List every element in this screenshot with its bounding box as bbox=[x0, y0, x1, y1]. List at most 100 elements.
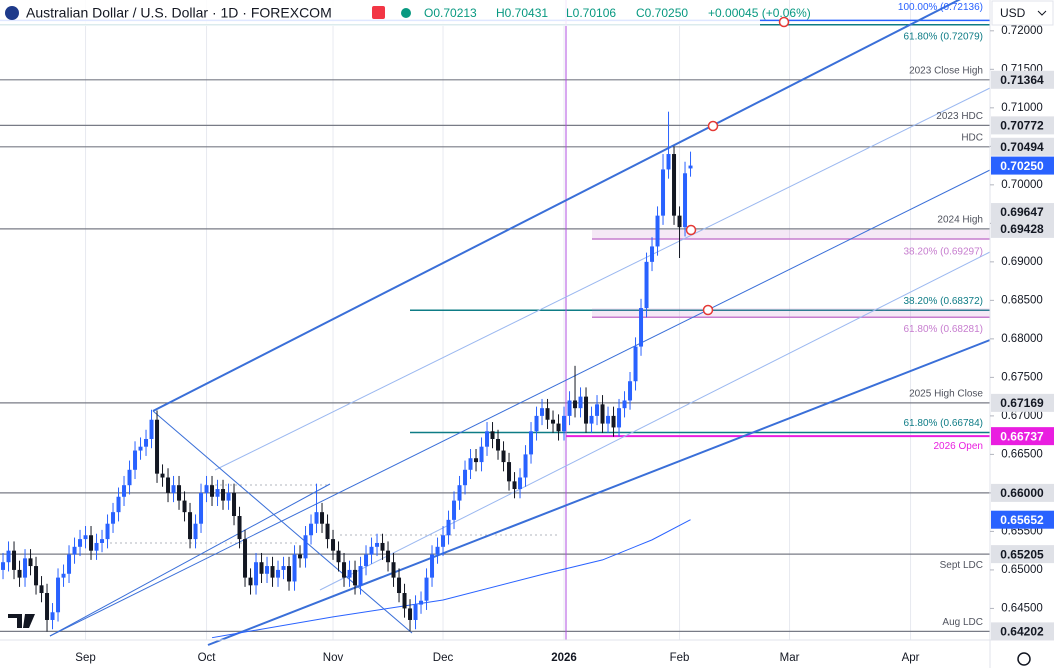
level-name: 61.80% (0.72079) bbox=[903, 31, 983, 42]
candle-body bbox=[61, 573, 66, 578]
candle-body bbox=[45, 593, 50, 620]
price-box bbox=[991, 116, 1054, 135]
candle-body bbox=[584, 396, 589, 424]
level-name: 61.80% (0.66784) bbox=[903, 418, 983, 429]
fib-band bbox=[592, 308, 990, 318]
x-tick-label: Sep bbox=[75, 652, 95, 664]
candle-body bbox=[347, 569, 352, 578]
candle-body bbox=[182, 500, 187, 513]
open-text: O0.70213 bbox=[424, 6, 477, 20]
settings-icon[interactable] bbox=[1017, 652, 1031, 666]
candle-body bbox=[479, 446, 484, 463]
channel-upper bbox=[152, 0, 961, 412]
price-box bbox=[991, 203, 1054, 222]
level-name: 38.20% (0.68372) bbox=[903, 296, 983, 307]
candle-body bbox=[364, 554, 369, 567]
price-box bbox=[991, 510, 1054, 529]
candle-body bbox=[644, 261, 649, 309]
candle-body bbox=[287, 566, 292, 582]
candle-body bbox=[441, 535, 446, 547]
price-box-label: 0.71364 bbox=[1000, 73, 1044, 87]
candle-body bbox=[127, 469, 132, 486]
level-name: 100.00% (0.72136) bbox=[898, 2, 983, 13]
candle-body bbox=[419, 600, 424, 605]
currency-button[interactable] bbox=[991, 0, 1054, 26]
candle-body bbox=[144, 438, 149, 447]
candle-body bbox=[89, 535, 94, 551]
price-box-label: 0.69428 bbox=[1000, 222, 1044, 236]
candle-body bbox=[56, 577, 61, 613]
candle-body bbox=[540, 408, 545, 416]
candle-body bbox=[83, 535, 88, 540]
level-name: 61.80% (0.68281) bbox=[903, 324, 983, 335]
y-tick-label: 0.70000 bbox=[1001, 179, 1043, 191]
currency[interactable]: USD bbox=[1000, 6, 1026, 20]
candle-body bbox=[1, 562, 6, 570]
candle-body bbox=[551, 419, 556, 424]
candle-body bbox=[298, 554, 303, 559]
candle-body bbox=[105, 523, 110, 540]
price-box bbox=[991, 393, 1054, 412]
x-tick-label: Dec bbox=[433, 652, 454, 664]
candle-body bbox=[369, 546, 374, 555]
x-tick-label: Apr bbox=[902, 652, 920, 664]
y-tick-label: 0.65000 bbox=[1001, 564, 1043, 576]
price-box-label: 0.69647 bbox=[1000, 205, 1044, 219]
flag-icon[interactable] bbox=[372, 6, 385, 19]
channel-median bbox=[49, 169, 991, 637]
price-box bbox=[991, 70, 1054, 89]
candle-body bbox=[485, 431, 490, 447]
candle-body bbox=[545, 408, 550, 420]
candle-body bbox=[160, 473, 165, 478]
candle-body bbox=[138, 446, 143, 451]
level-name: HDC bbox=[961, 132, 983, 143]
price-box bbox=[991, 427, 1054, 446]
price-box-label: 0.65205 bbox=[1000, 547, 1044, 561]
channel-quarter bbox=[319, 251, 991, 591]
candle-body bbox=[34, 566, 39, 586]
candle-body bbox=[633, 346, 638, 382]
candle-body bbox=[17, 569, 22, 578]
level-name: 2024 High bbox=[937, 215, 983, 226]
candle-body bbox=[12, 550, 17, 570]
y-tick-label: 0.67500 bbox=[1001, 371, 1043, 383]
candle-body bbox=[100, 539, 105, 543]
candle-body bbox=[155, 419, 160, 474]
candle-body bbox=[342, 562, 347, 578]
candle-body bbox=[281, 566, 286, 570]
candle-body bbox=[600, 404, 605, 424]
price-box-label: 0.64202 bbox=[1000, 625, 1044, 639]
candle-body bbox=[578, 396, 583, 409]
candle-body bbox=[221, 489, 226, 501]
candle-body bbox=[254, 562, 259, 586]
candle-body bbox=[188, 512, 193, 540]
candle-body bbox=[683, 173, 688, 228]
candle-body bbox=[452, 500, 457, 520]
candle-body bbox=[67, 554, 72, 574]
candle-body bbox=[628, 381, 633, 401]
candle-body bbox=[408, 608, 413, 620]
level-name: 2023 HDC bbox=[936, 111, 983, 122]
candle-body bbox=[303, 535, 308, 559]
candle-body bbox=[435, 546, 440, 555]
candle-body bbox=[386, 550, 391, 563]
price-box-label: 0.65652 bbox=[1000, 513, 1044, 527]
candle-body bbox=[204, 485, 209, 493]
candle-body bbox=[133, 450, 138, 470]
level-name: 38.20% (0.69297) bbox=[903, 247, 983, 258]
price-scale bbox=[990, 0, 1054, 640]
y-tick-label: 0.67000 bbox=[1001, 410, 1043, 422]
candle-body bbox=[512, 481, 517, 490]
candle-body bbox=[430, 554, 435, 578]
candle-body bbox=[325, 523, 330, 540]
candle-body bbox=[331, 539, 336, 551]
marker bbox=[778, 16, 790, 28]
candle-body bbox=[639, 308, 644, 347]
candle-body bbox=[666, 154, 671, 170]
candle-body bbox=[507, 462, 512, 482]
candle-body bbox=[259, 562, 264, 574]
y-tick-label: 0.68000 bbox=[1001, 333, 1043, 345]
candle-body bbox=[606, 415, 611, 424]
